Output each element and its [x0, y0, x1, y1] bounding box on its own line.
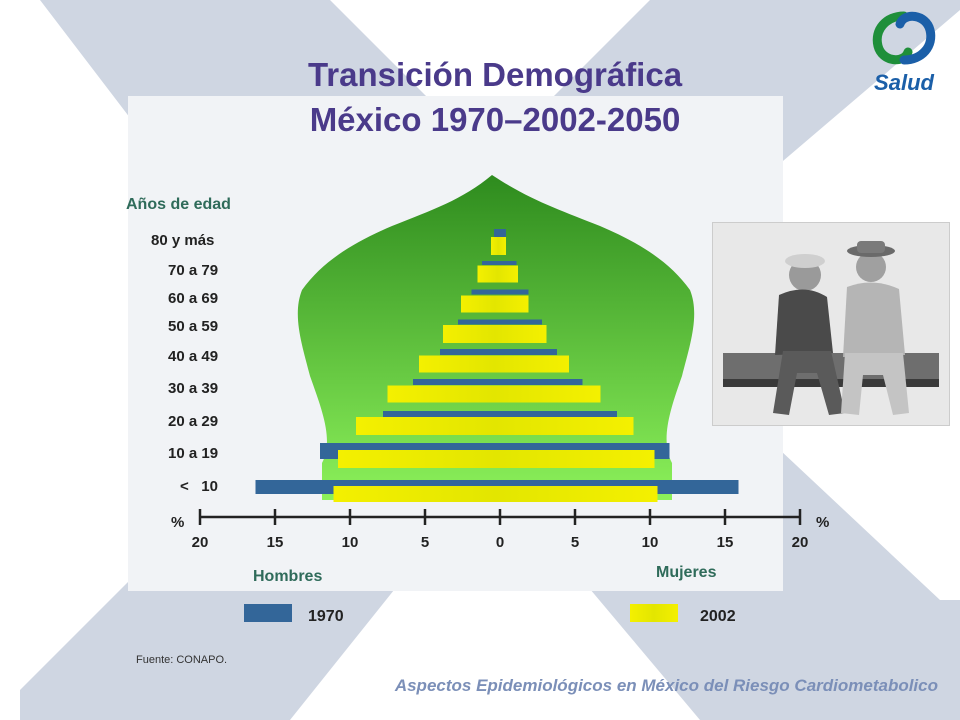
bar-2002-5 [443, 325, 547, 343]
bar-2002-0 [333, 486, 658, 502]
age-label-5: 50 a 59 [168, 318, 218, 335]
x-unit-right: % [816, 514, 829, 531]
elderly-men-photo [712, 222, 950, 426]
age-label-3: 30 a 39 [168, 380, 218, 397]
x-tick-label-0: 20 [192, 534, 209, 551]
age-label-1: 10 a 19 [168, 445, 218, 462]
legend-label-2002: 2002 [700, 608, 736, 625]
bar-1970-2 [383, 411, 617, 417]
mujeres-label: Mujeres [656, 564, 717, 581]
bar-2002-7 [477, 265, 518, 283]
bar-2002-4 [419, 355, 569, 373]
bar-2002-3 [387, 385, 601, 403]
salud-logo: Salud [872, 11, 936, 95]
x-tick-label-1: 15 [267, 534, 284, 551]
bar-2002-2 [356, 417, 634, 435]
bar-1970-5 [458, 319, 542, 325]
y-axis-title: Años de edad [126, 196, 231, 213]
x-tick-label-2: 10 [342, 534, 359, 551]
bar-2002-1 [338, 450, 655, 468]
age-label-0: < 10 [180, 478, 218, 495]
age-group-labels: < 10 10 a 19 20 a 29 30 a 39 40 a 49 50 a 59 6… [151, 232, 218, 495]
x-tick-label-3: 5 [421, 534, 429, 551]
bar-2002-8 [491, 237, 506, 255]
age-label-6: 60 a 69 [168, 290, 218, 307]
legend-swatch-1970 [244, 604, 292, 622]
bar-1970-4 [440, 349, 557, 355]
source-note: Fuente: CONAPO. [136, 654, 228, 666]
bar-1970-7 [482, 261, 517, 265]
x-tick-label-6: 10 [642, 534, 659, 551]
bar-1970-8 [494, 229, 506, 237]
bar-1970-6 [471, 289, 529, 295]
slide-title-line1: Transición Demográfica [307, 56, 683, 93]
x-tick-label-8: 20 [792, 534, 809, 551]
x-tick-label-7: 15 [717, 534, 734, 551]
x-unit-left: % [171, 514, 184, 531]
legend-label-1970: 1970 [308, 608, 344, 625]
series-2002-bars [333, 237, 658, 502]
legend-swatch-2002 [630, 604, 678, 622]
bar-2002-6 [461, 295, 529, 313]
x-tick-label-4: 0 [496, 534, 504, 551]
x-tick-label-5: 5 [571, 534, 579, 551]
bar-1970-3 [413, 379, 583, 385]
age-label-7: 70 a 79 [168, 262, 218, 279]
footer-text: Aspectos Epidemiológicos en México del R… [394, 676, 938, 695]
age-label-4: 40 a 49 [168, 348, 218, 365]
age-label-2: 20 a 29 [168, 413, 218, 430]
x-axis: 20 15 10 5 0 5 10 15 20 [192, 509, 809, 551]
age-label-8: 80 y más [151, 232, 214, 249]
hombres-label: Hombres [253, 568, 322, 585]
slide-title-line2: México 1970–2002-2050 [309, 101, 681, 138]
logo-text: Salud [874, 70, 934, 95]
